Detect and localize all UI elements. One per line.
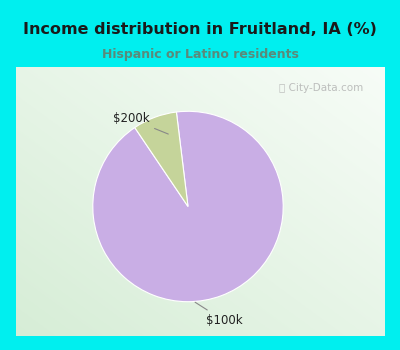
Wedge shape <box>135 112 188 206</box>
Text: Income distribution in Fruitland, IA (%): Income distribution in Fruitland, IA (%) <box>23 22 377 37</box>
Text: $100k: $100k <box>195 302 242 327</box>
Text: Hispanic or Latino residents: Hispanic or Latino residents <box>102 48 298 61</box>
Text: $200k: $200k <box>112 112 168 134</box>
Text: ⓘ City-Data.com: ⓘ City-Data.com <box>279 83 364 93</box>
Wedge shape <box>93 111 283 302</box>
